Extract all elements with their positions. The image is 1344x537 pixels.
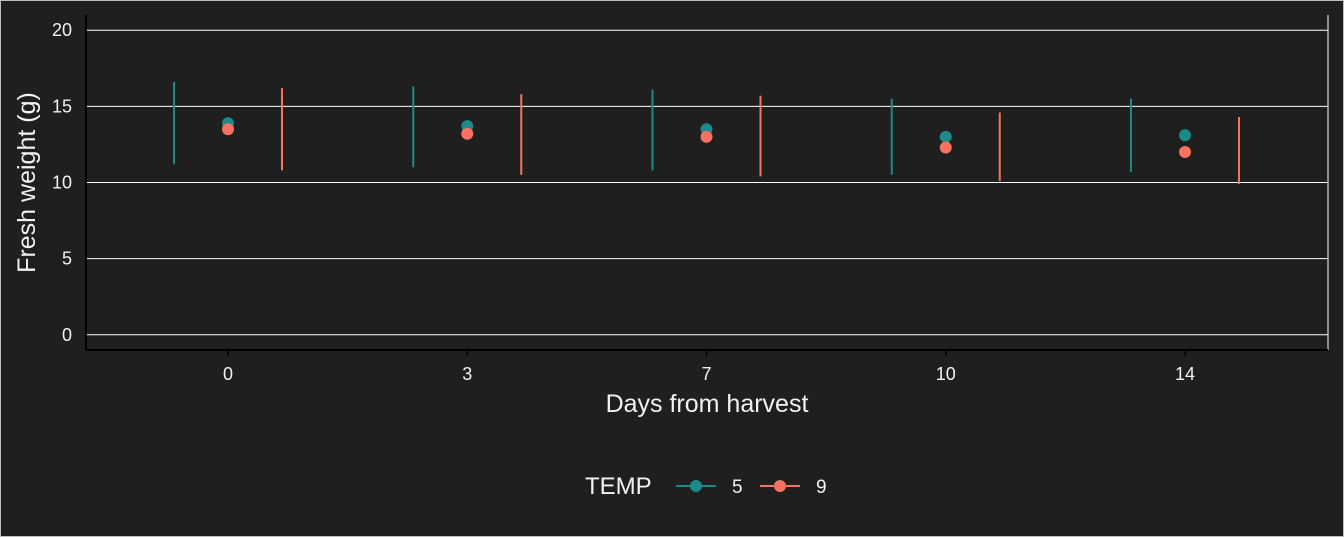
legend-label-5: 5	[732, 477, 743, 498]
data-point-series-9	[222, 123, 234, 136]
legend-key-point-5	[690, 480, 702, 492]
data-point-series-9	[700, 130, 713, 143]
y-tick-label: 15	[52, 96, 72, 116]
x-axis-title: Days from harvest	[606, 390, 809, 418]
x-tick-label: 7	[701, 364, 711, 384]
gridlines	[86, 15, 1329, 350]
legend-title: TEMP	[585, 473, 652, 500]
y-tick-label: 10	[52, 173, 72, 193]
data-marks	[173, 82, 1240, 185]
tick-labels: 0 5 10 15 20 0 3 7 10 14	[52, 20, 1195, 384]
data-point-series-5	[1179, 129, 1191, 142]
data-point-series-9	[461, 127, 474, 140]
x-tick-label: 0	[223, 364, 233, 384]
y-tick-label: 0	[62, 325, 72, 345]
data-point-series-5	[939, 130, 952, 143]
y-tick-label: 5	[62, 249, 72, 269]
x-tick-label: 14	[1175, 364, 1195, 384]
y-axis-title: Fresh weight (g)	[13, 92, 41, 273]
data-point-series-9	[939, 141, 952, 154]
legend-key-point-9	[774, 480, 786, 492]
legend-label-9: 9	[816, 477, 827, 498]
x-tick-label: 10	[936, 364, 956, 384]
data-point-series-9	[1179, 146, 1191, 159]
y-tick-label: 20	[52, 20, 72, 40]
legend: TEMP 5 9	[585, 473, 827, 500]
x-tick-label: 3	[462, 364, 472, 384]
